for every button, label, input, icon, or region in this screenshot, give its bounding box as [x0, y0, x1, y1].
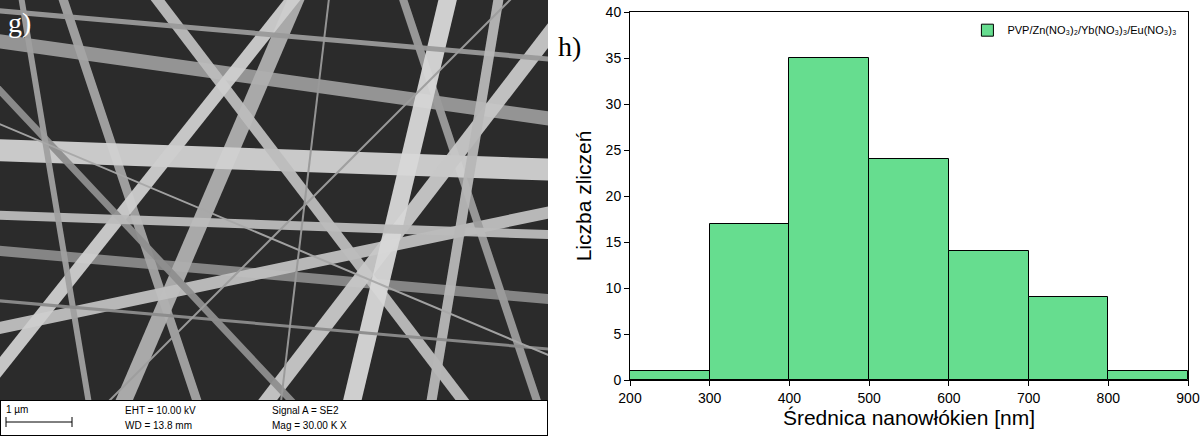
svg-text:PVP/Zn(NO₃)₂/Yb(NO₃)₃/Eu(NO₃)₃: PVP/Zn(NO₃)₂/Yb(NO₃)₃/Eu(NO₃)₃	[1007, 24, 1176, 36]
svg-text:700: 700	[1017, 390, 1041, 406]
svg-text:5: 5	[613, 326, 621, 342]
svg-text:500: 500	[857, 390, 881, 406]
svg-text:Mag = 30.00 K X: Mag = 30.00 K X	[272, 420, 347, 431]
svg-text:35: 35	[606, 50, 622, 66]
svg-text:EHT = 10.00 kV: EHT = 10.00 kV	[125, 405, 196, 416]
svg-text:800: 800	[1097, 390, 1121, 406]
svg-text:20: 20	[606, 188, 622, 204]
svg-text:g): g)	[8, 7, 31, 38]
svg-text:40: 40	[606, 4, 622, 20]
svg-text:600: 600	[937, 390, 961, 406]
svg-text:900: 900	[1176, 390, 1200, 406]
svg-text:300: 300	[698, 390, 722, 406]
svg-text:10: 10	[606, 280, 622, 296]
svg-text:Liczba zliczeń: Liczba zliczeń	[572, 131, 595, 262]
svg-text:400: 400	[778, 390, 802, 406]
svg-text:15: 15	[606, 234, 622, 250]
svg-text:Signal A = SE2: Signal A = SE2	[272, 405, 339, 416]
svg-text:200: 200	[618, 390, 642, 406]
svg-text:WD = 13.8 mm: WD = 13.8 mm	[125, 420, 192, 431]
svg-text:Średnica nanowłókien [nm]: Średnica nanowłókien [nm]	[783, 406, 1035, 429]
svg-text:25: 25	[606, 142, 622, 158]
svg-text:30: 30	[606, 96, 622, 112]
svg-text:1 µm: 1 µm	[6, 404, 28, 415]
svg-text:h): h)	[558, 31, 581, 62]
svg-text:0: 0	[613, 372, 621, 388]
